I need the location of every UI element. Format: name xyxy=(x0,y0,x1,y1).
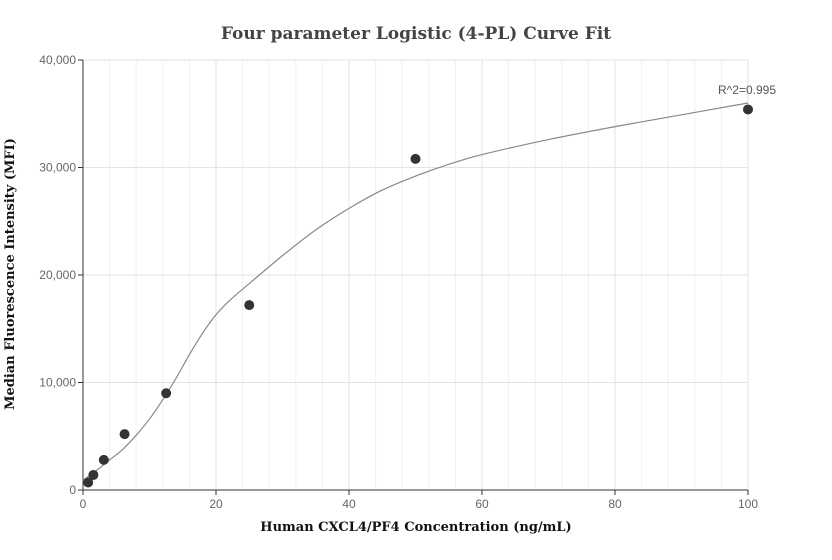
x-axis-title: Human CXCL4/PF4 Concentration (ng/mL) xyxy=(260,520,571,535)
y-tick-label: 20,000 xyxy=(39,268,76,282)
x-tick-label: 100 xyxy=(738,497,758,511)
data-point xyxy=(743,104,753,115)
data-point xyxy=(98,454,109,465)
data-points xyxy=(83,104,753,488)
data-point xyxy=(161,388,172,399)
tick-labels: 0 20 40 60 80 100 0 10,000 20,000 30,000 40,000 xyxy=(39,53,758,511)
chart-title: Four parameter Logistic (4-PL) Curve Fit xyxy=(221,24,611,44)
x-tick-label: 80 xyxy=(608,497,622,511)
data-point xyxy=(244,300,255,311)
x-tick-label: 60 xyxy=(475,497,489,511)
x-tick-label: 20 xyxy=(209,497,223,511)
y-tick-label: 0 xyxy=(69,483,76,497)
r-squared-annotation: R^2=0.995 xyxy=(718,83,776,97)
fit-curve-line xyxy=(82,102,749,481)
data-point xyxy=(410,153,421,164)
x-tick-label: 40 xyxy=(342,497,356,511)
data-point xyxy=(83,477,94,488)
y-tick-label: 40,000 xyxy=(39,53,76,67)
x-tick-label: 0 xyxy=(80,497,87,511)
data-point xyxy=(119,429,130,440)
data-point xyxy=(88,469,99,480)
y-tick-label: 10,000 xyxy=(39,376,76,390)
y-axis-title: Median Fluorescence Intensity (MFI) xyxy=(3,138,18,410)
grid xyxy=(82,59,749,491)
y-tick-label: 30,000 xyxy=(39,161,76,175)
